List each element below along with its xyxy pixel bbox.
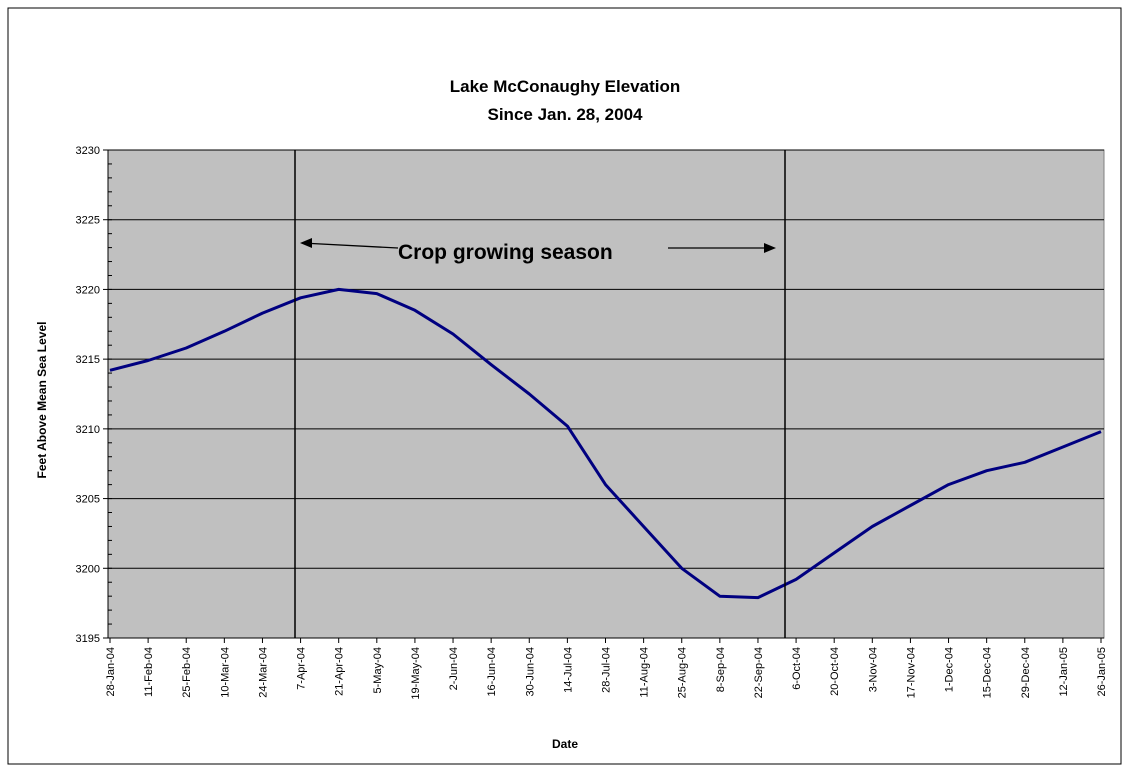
y-tick-label: 3220 [76,284,100,296]
x-tick-label: 12-Jan-05 [1058,647,1070,697]
x-tick-label: 2-Jun-04 [448,647,460,690]
x-tick-label: 28-Jul-04 [601,647,613,693]
y-tick-label: 3210 [76,424,100,436]
plot-area [107,149,1105,639]
annotation: Crop growing season [398,241,613,264]
chart-subtitle: Since Jan. 28, 2004 [488,105,644,124]
y-tick-label: 3200 [76,563,100,575]
x-tick-label: 3-Nov-04 [867,647,879,692]
x-tick-label: 29-Dec-04 [1020,647,1032,698]
x-tick-label: 7-Apr-04 [296,647,308,690]
x-axis-label: Date [552,737,578,751]
x-tick-label: 14-Jul-04 [562,647,574,693]
x-tick-label: 10-Mar-04 [219,647,231,698]
x-tick-label: 11-Feb-04 [143,647,155,697]
x-tick-label: 21-Apr-04 [334,647,346,696]
grid [103,149,1104,643]
x-tick-label: 25-Aug-04 [677,647,689,698]
data-line [109,287,1102,600]
x-tick-label: 20-Oct-04 [829,647,841,696]
y-tick-label: 3225 [76,215,100,227]
x-tick-label: 26-Jan-05 [1096,647,1108,697]
y-tick-label: 3230 [76,145,100,157]
marks [109,287,1102,600]
y-tick-label: 3205 [76,494,100,506]
y-tick-label: 3195 [76,633,100,645]
season-arrow [300,238,776,253]
x-tick-label: 15-Dec-04 [982,647,994,698]
x-tick-label: 28-Jan-04 [105,647,117,697]
x-tick-label: 19-May-04 [410,647,422,700]
x-tick-label: 16-Jun-04 [486,647,498,697]
x-tick-label: 25-Feb-04 [181,647,193,698]
x-tick-label: 24-Mar-04 [257,647,269,698]
x-tick-label: 11-Aug-04 [639,647,651,698]
x-tick-label: 30-Jun-04 [524,647,536,697]
chart-title: Lake McConaughy Elevation [450,77,681,96]
x-tick-label: 22-Sep-04 [753,647,765,698]
x-tick-label: 17-Nov-04 [905,647,917,698]
y-axis-label: Feet Above Mean Sea Level [35,322,49,479]
x-tick-label: 5-May-04 [372,647,384,693]
y-tick-label: 3215 [76,354,100,366]
x-tick-label: 6-Oct-04 [791,647,803,690]
x-tick-label: 8-Sep-04 [715,647,727,692]
x-tick-label: 1-Dec-04 [944,647,956,692]
